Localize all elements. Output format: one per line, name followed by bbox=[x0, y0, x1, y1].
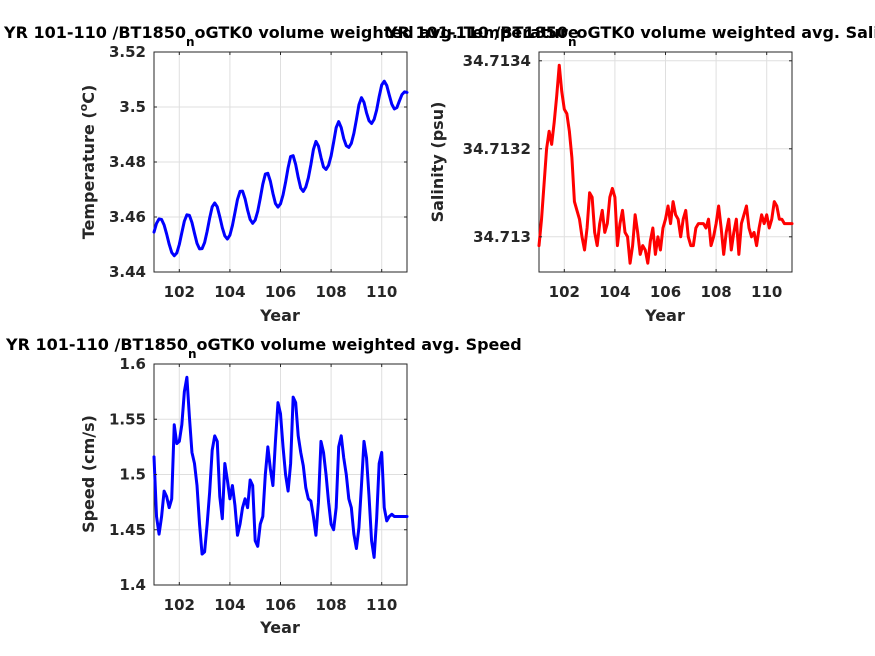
x-tick-label: 110 bbox=[366, 596, 397, 614]
series-line-salinity bbox=[537, 63, 794, 265]
x-tick-label: 108 bbox=[315, 283, 346, 301]
y-tick-label: 3.44 bbox=[109, 263, 146, 281]
x-tick-label: 110 bbox=[751, 283, 782, 301]
grid-temperature bbox=[154, 51, 407, 273]
x-tick-label: 110 bbox=[366, 283, 397, 301]
y-tick-label: 3.5 bbox=[119, 98, 146, 116]
y-tick-label: 1.55 bbox=[109, 410, 146, 428]
chart-title-temperature: YR 101-110 /BT1850noGTK0 volume weighted… bbox=[3, 23, 579, 49]
x-axis-label-salinity: Year bbox=[644, 306, 685, 325]
y-tick-label: 34.713 bbox=[473, 228, 531, 246]
x-tick-label: 104 bbox=[214, 596, 245, 614]
x-tick-label: 104 bbox=[599, 283, 630, 301]
tick-labels-speed: 102 104 106 108 110 1.4 1.45 1.5 1.55 1.6 bbox=[109, 355, 407, 614]
x-tick-label: 108 bbox=[315, 596, 346, 614]
y-tick-label: 1.4 bbox=[119, 576, 146, 594]
y-tick-label: 1.5 bbox=[119, 466, 146, 484]
chart-title-speed: YR 101-110 /BT1850noGTK0 volume weighted… bbox=[5, 335, 522, 361]
panel-salinity: 102 104 106 108 110 34.713 34.7132 34.7134 YR 1… bbox=[385, 23, 875, 325]
x-tick-label: 102 bbox=[549, 283, 580, 301]
y-tick-label: 34.7132 bbox=[463, 140, 531, 158]
y-tick-label: 3.46 bbox=[109, 208, 146, 226]
x-tick-label: 104 bbox=[214, 283, 245, 301]
x-tick-label: 106 bbox=[265, 283, 296, 301]
series-line-speed bbox=[152, 375, 409, 559]
tick-labels-salinity: 102 104 106 108 110 34.713 34.7132 34.7134 bbox=[463, 52, 792, 301]
x-tick-label: 102 bbox=[164, 283, 195, 301]
x-tick-label: 106 bbox=[650, 283, 681, 301]
y-axis-label-salinity: Salinity (psu) bbox=[428, 102, 447, 223]
y-axis-label-speed: Speed (cm/s) bbox=[79, 415, 98, 533]
y-tick-label: 1.6 bbox=[119, 355, 146, 373]
chart-title-salinity: YR 101-110 /BT1850noGTK0 volume weighted… bbox=[385, 23, 875, 49]
x-tick-label: 106 bbox=[265, 596, 296, 614]
y-axis-label-temperature: Temperature (oC) bbox=[77, 85, 98, 240]
panel-speed: 102 104 106 108 110 1.4 1.45 1.5 1.55 1.6 YR 101-… bbox=[5, 335, 522, 637]
series-line-temperature bbox=[152, 79, 409, 258]
x-tick-label: 102 bbox=[164, 596, 195, 614]
panel-temperature: 102 104 106 108 110 3.44 3.46 3.48 3.5 3.52 YR 10… bbox=[3, 23, 579, 325]
x-axis-label-temperature: Year bbox=[259, 306, 300, 325]
y-tick-label: 3.48 bbox=[109, 153, 146, 171]
y-tick-label: 3.52 bbox=[109, 43, 146, 61]
y-tick-label: 1.45 bbox=[109, 521, 146, 539]
tick-labels-temperature: 102 104 106 108 110 3.44 3.46 3.48 3.5 3.52 bbox=[109, 43, 407, 301]
x-tick-label: 108 bbox=[700, 283, 731, 301]
x-axis-label-speed: Year bbox=[259, 618, 300, 637]
y-tick-label: 34.7134 bbox=[463, 52, 531, 70]
